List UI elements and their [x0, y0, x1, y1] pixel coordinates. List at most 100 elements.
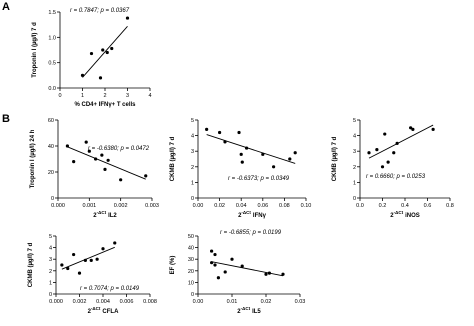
x-tick-label: 0.02	[261, 299, 272, 305]
point	[240, 160, 244, 164]
point	[72, 160, 76, 164]
point	[293, 151, 297, 155]
point	[213, 252, 217, 257]
x-tick-label: 0.06	[257, 203, 268, 209]
y-tick-label: 2	[353, 165, 356, 171]
regression-line	[368, 124, 434, 159]
point	[261, 152, 265, 156]
point	[89, 51, 94, 56]
x-axis-label: 2-ΔCtIFNγ	[238, 210, 266, 219]
panel-label: B	[2, 113, 10, 125]
label-name: IL5	[252, 309, 261, 315]
point	[240, 264, 244, 268]
x-tick-label: 0.4	[401, 203, 409, 209]
y-tick-label: 0	[49, 292, 52, 298]
point	[239, 152, 243, 156]
point	[77, 271, 82, 275]
point	[431, 127, 435, 131]
annotation: r = -0.6380; p = 0.0472	[88, 146, 150, 152]
y-tick-label: 1	[191, 180, 194, 186]
y-tick-label: 50	[188, 234, 194, 240]
point	[367, 151, 371, 155]
point	[216, 276, 220, 280]
point	[386, 160, 390, 164]
point	[264, 272, 268, 276]
label-name: IL2	[108, 213, 117, 219]
point	[272, 165, 276, 169]
point	[210, 261, 214, 265]
point	[411, 127, 415, 131]
y-tick-label: 10	[188, 280, 194, 286]
y-axis-label: Troponin I (µg/l) 7 d	[32, 22, 38, 78]
y-tick-label: 40	[188, 246, 194, 252]
point	[101, 247, 105, 251]
y-tick-label: 3	[191, 149, 194, 155]
regression-line	[211, 261, 284, 277]
x-tick-label: 0.08	[279, 203, 290, 209]
x-tick-label: 0.03	[295, 299, 306, 305]
point	[103, 167, 107, 171]
y-tick-label: 0	[191, 196, 194, 202]
x-axis-label: 2-ΔCtIL5	[237, 306, 261, 315]
point	[72, 252, 76, 257]
y-tick-label: 4	[191, 134, 194, 140]
y-tick-label: 1	[353, 180, 356, 186]
x-tick-label: 4	[148, 93, 151, 99]
panel-label: A	[2, 1, 10, 13]
y-tick-label: 1.5	[48, 10, 56, 16]
point	[288, 157, 292, 161]
label-exponent: -ΔCt	[241, 210, 251, 215]
annotation: r = 0.7847; p = 0.0367	[70, 8, 130, 14]
point	[392, 151, 396, 155]
y-tick-label: 2	[49, 269, 52, 275]
x-tick-label: 0.0	[356, 203, 364, 209]
label-base: 2	[93, 213, 97, 219]
point	[94, 157, 98, 161]
point	[395, 141, 399, 145]
label-base: 2	[390, 213, 394, 219]
x-tick-label: 0.04	[236, 203, 247, 209]
annotation: r = -0.6855; p = 0.0199	[220, 230, 282, 236]
x-tick-label: 2	[103, 93, 106, 99]
y-tick-label: 1	[49, 280, 52, 286]
y-tick-label: 1.0	[48, 35, 56, 41]
point	[210, 249, 214, 253]
point	[84, 140, 88, 144]
x-tick-label: 0.02	[214, 203, 225, 209]
y-tick-label: 0.5	[48, 61, 56, 67]
x-tick-label: 0.00	[193, 203, 204, 209]
point	[223, 270, 227, 274]
label-base: 2	[237, 309, 241, 315]
x-axis-label: 2-ΔCtCFLA	[88, 306, 119, 315]
x-tick-label: 3	[126, 93, 129, 99]
point	[89, 258, 93, 262]
regression-line	[206, 134, 296, 164]
point	[245, 146, 249, 150]
point	[375, 148, 379, 152]
x-tick-label: 0.00	[193, 299, 204, 305]
x-tick-label: 0.003	[145, 203, 159, 209]
y-tick-label: 4	[49, 246, 52, 252]
y-axis-label: CKMB (µg/l) 7 d	[170, 136, 176, 181]
y-tick-label: 0.0	[48, 86, 56, 92]
x-tick-label: 0.001	[82, 203, 96, 209]
point	[237, 130, 241, 135]
point	[144, 174, 148, 178]
y-tick-label: 4	[353, 134, 356, 140]
x-tick-label: 0.8	[446, 203, 454, 209]
point	[409, 126, 413, 130]
y-tick-label: 5	[353, 118, 356, 124]
x-tick-label: 0.002	[73, 299, 87, 305]
x-tick-label: 0.004	[96, 299, 110, 305]
x-tick-label: 0.10	[301, 203, 312, 209]
label-exponent: -ΔCt	[394, 210, 404, 215]
x-tick-label: 0.2	[379, 203, 387, 209]
point	[106, 158, 110, 162]
point	[218, 130, 222, 135]
label-name: IFNγ	[253, 213, 267, 219]
x-tick-label: 0.6	[424, 203, 432, 209]
point	[98, 76, 103, 80]
point	[125, 16, 130, 20]
point	[60, 263, 64, 267]
y-tick-label: 0	[191, 292, 194, 298]
